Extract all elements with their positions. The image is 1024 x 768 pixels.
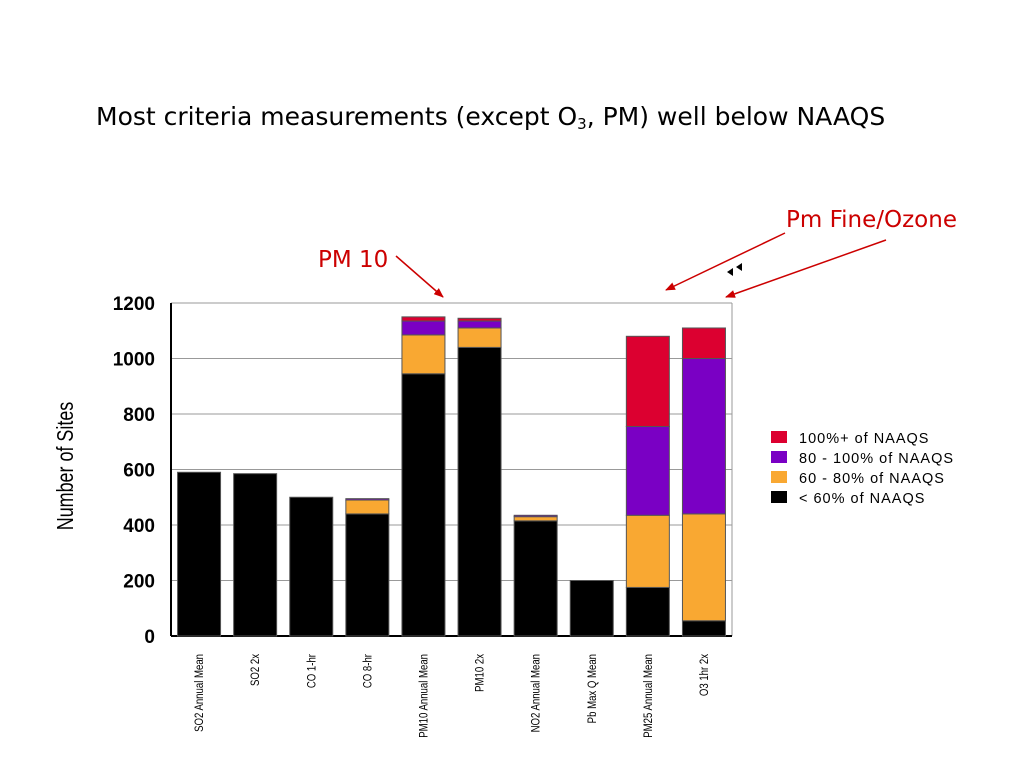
y-tick-label: 1200 <box>113 294 155 315</box>
bar-segment-6-series-3 <box>457 320 502 329</box>
bar-segment-1-series-1 <box>177 471 222 637</box>
bar-segment-7-series-1 <box>513 520 558 637</box>
bar-segment-5-series-2 <box>401 334 446 375</box>
title-subscript: 3 <box>577 115 587 133</box>
bar-segment-5-series-4 <box>401 316 446 322</box>
bar-segment-10-series-2 <box>681 513 726 622</box>
small-arrow-marker <box>727 263 742 276</box>
y-tick-label: 200 <box>123 572 155 593</box>
plot-area: 0 200 400 600 800 1000 1200 Number of Sites SO2 … <box>53 294 733 738</box>
annotation-pm10: PM 10 <box>318 247 388 273</box>
bar-segment-6-series-4 <box>457 317 502 322</box>
bar-segment-10-series-3 <box>681 358 726 515</box>
legend-swatch-4 <box>771 491 787 503</box>
legend-label-1: 100%+ of NAAQS <box>799 431 929 447</box>
y-tick-label: 0 <box>144 627 155 648</box>
bar-segment-10-series-4 <box>681 327 726 360</box>
bar-segment-9-series-2 <box>625 514 670 588</box>
bar-segment-7-series-2 <box>513 516 558 522</box>
bar-segment-9-series-4 <box>625 335 670 427</box>
legend-swatch-1 <box>771 431 787 443</box>
x-tick-label: PM25 Annual Mean <box>642 654 655 738</box>
bar-segment-5-series-3 <box>401 320 446 336</box>
arrow-pm25 <box>665 232 786 291</box>
x-tick-label: SO2 Annual Mean <box>193 654 206 732</box>
bar-segment-6-series-1 <box>457 346 502 637</box>
bar-segment-2-series-1 <box>233 473 278 637</box>
bar-segment-9-series-3 <box>625 425 670 516</box>
slide-title: Most criteria measurements (except O3, P… <box>96 100 896 134</box>
x-tick-label: O3 1hr 2x <box>698 653 711 696</box>
legend-label-3: 60 - 80% of NAAQS <box>799 471 945 487</box>
y-tick-label: 600 <box>123 461 155 482</box>
arrow-ozone <box>725 239 887 298</box>
x-tick-label: CO 1-hr <box>305 654 318 688</box>
y-tick-label: 1000 <box>113 350 155 371</box>
bar-segment-4-series-3 <box>345 498 390 501</box>
y-tick-label: 800 <box>123 405 155 426</box>
bar-segment-6-series-2 <box>457 327 502 348</box>
x-tick-label: NO2 Annual Mean <box>530 654 543 732</box>
bar-segment-5-series-1 <box>401 373 446 637</box>
bar-segment-4-series-2 <box>345 499 390 515</box>
title-text-part1: Most criteria measurements (except O <box>96 102 578 131</box>
bar-segment-9-series-1 <box>625 586 670 637</box>
y-tick-label: 400 <box>123 516 155 537</box>
bar-segment-10-series-1 <box>681 620 726 637</box>
bar-segment-4-series-1 <box>345 513 390 637</box>
bar-segment-3-series-1 <box>289 496 334 637</box>
x-tick-label: PM10 Annual Mean <box>418 654 431 738</box>
bar-segment-8-series-1 <box>569 580 614 637</box>
legend-label-4: < 60% of NAAQS <box>799 491 925 507</box>
legend-swatch-2 <box>771 451 787 463</box>
title-text-part2: , PM) well below NAAQS <box>586 102 886 131</box>
arrow-pm10 <box>395 255 444 298</box>
legend: 100%+ of NAAQS 80 - 100% of NAAQS 60 - 80%… <box>771 431 954 507</box>
x-tick-label: SO2 2x <box>249 653 262 685</box>
legend-swatch-3 <box>771 471 787 483</box>
x-tick-label: CO 8-hr <box>361 654 374 688</box>
x-tick-label: Pb Max Q Mean <box>586 654 599 723</box>
bar-segment-7-series-3 <box>513 514 558 518</box>
x-tick-label: PM10 2x <box>474 654 487 692</box>
legend-label-2: 80 - 100% of NAAQS <box>799 451 954 467</box>
y-axis-label: Number of Sites <box>53 402 79 531</box>
annotation-pm-fine-ozone: Pm Fine/Ozone <box>786 207 957 233</box>
